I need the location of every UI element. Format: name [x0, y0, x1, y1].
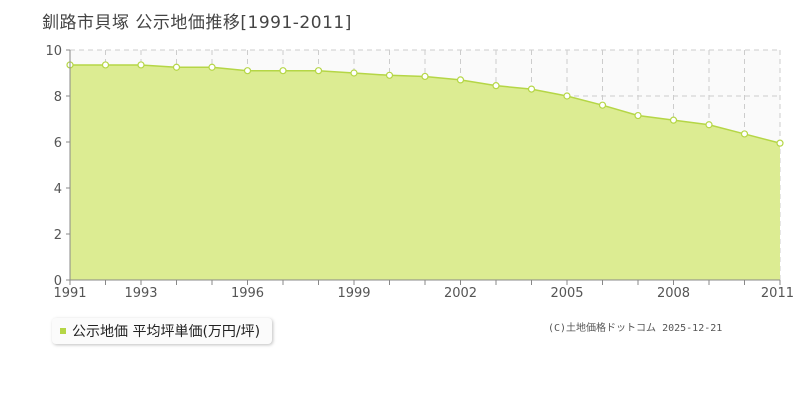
data-point: [740, 130, 749, 138]
data-point: [421, 72, 429, 81]
x-tick-label: 1993: [124, 286, 157, 301]
chart-title: 釧路市貝塚 公示地価推移[1991-2011]: [42, 13, 352, 33]
data-point: [527, 85, 536, 93]
x-axis-ticks: 1991 1993 1996 1999 2002 2005 2008 2011: [53, 280, 794, 301]
data-point: [314, 67, 323, 75]
legend: 公示地価 平均坪単価(万円/坪): [52, 318, 273, 344]
data-point: [456, 76, 465, 84]
y-tick-label: 6: [54, 136, 62, 151]
area-fill: [70, 64, 780, 280]
y-tick-label: 10: [45, 44, 62, 59]
y-tick-label: 4: [54, 182, 62, 197]
data-point: [101, 61, 110, 69]
data-point: [598, 101, 607, 109]
x-tick-label: 2011: [761, 286, 794, 301]
y-tick-label: 2: [54, 228, 62, 243]
legend-swatch: [60, 328, 66, 334]
x-tick-label: 1999: [337, 286, 370, 301]
data-point: [172, 63, 181, 71]
y-tick-label: 0: [54, 274, 62, 289]
data-point: [350, 69, 358, 77]
x-tick-label: 2008: [657, 286, 690, 301]
data-point: [385, 71, 394, 79]
data-point: [279, 67, 287, 75]
data-points: [66, 61, 784, 147]
data-point: [208, 63, 216, 71]
copyright-credit: (C)土地価格ドットコム 2025-12-21: [548, 323, 723, 334]
y-axis-ticks: 0 2 4 6 8 10: [45, 44, 70, 289]
data-point: [492, 82, 500, 90]
data-point: [776, 139, 784, 147]
data-point: [705, 121, 713, 129]
data-point: [243, 67, 252, 75]
data-point: [137, 61, 145, 69]
x-tick-label: 2005: [550, 286, 583, 301]
y-tick-label: 8: [54, 90, 62, 105]
data-point: [634, 111, 642, 120]
x-tick-label: 1996: [231, 286, 264, 301]
legend-label: 公示地価 平均坪単価(万円/坪): [72, 324, 261, 340]
data-point: [669, 116, 678, 124]
x-tick-label: 2002: [444, 286, 477, 301]
data-point: [563, 92, 571, 100]
x-tick-label: 1991: [53, 286, 86, 301]
